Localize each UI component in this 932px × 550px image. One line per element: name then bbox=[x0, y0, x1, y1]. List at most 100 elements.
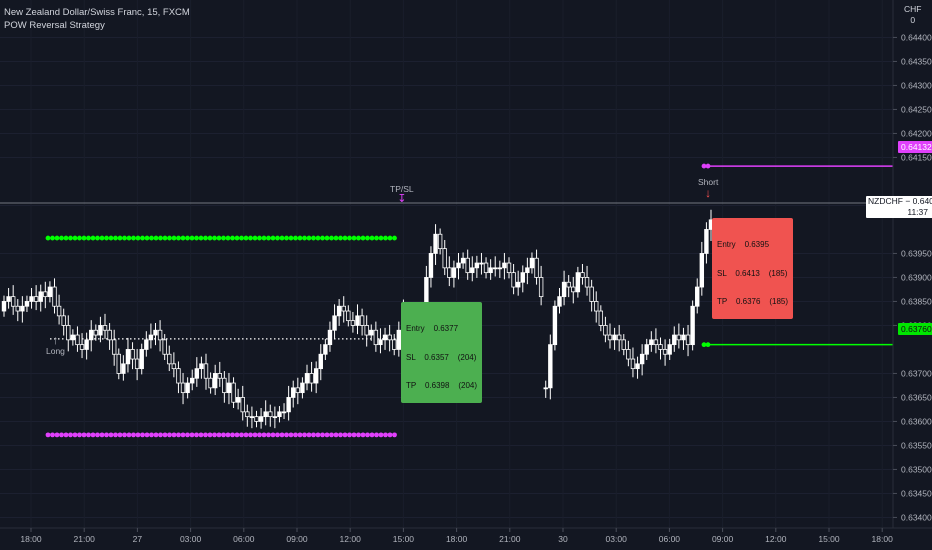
long-signal-label: ↑ Long bbox=[46, 334, 65, 356]
bar-countdown: 11:37 bbox=[907, 207, 928, 217]
candle-body bbox=[332, 315, 337, 331]
long-tp-dot bbox=[86, 235, 91, 241]
long-sl-dot bbox=[275, 432, 280, 438]
long-sl-dot bbox=[113, 432, 118, 438]
long-sl-dot bbox=[77, 432, 82, 438]
candle-body bbox=[607, 334, 613, 341]
long-tp-dot bbox=[198, 235, 204, 241]
candle-body bbox=[589, 286, 594, 302]
candle-body bbox=[125, 349, 131, 365]
long-sl-dot bbox=[158, 432, 163, 438]
candle-body bbox=[437, 233, 443, 250]
long-tp-dot bbox=[153, 235, 159, 241]
long-sl-dot bbox=[216, 432, 222, 438]
long-tp-dot bbox=[63, 235, 69, 241]
time-tick-label: 18:00 bbox=[20, 534, 42, 544]
long-sl-dot bbox=[356, 432, 361, 438]
candle-body bbox=[336, 305, 342, 317]
long-sl-dot bbox=[329, 432, 334, 438]
candle-body bbox=[56, 305, 62, 317]
short-entry-text: Entry 0.6395 bbox=[717, 240, 770, 249]
indicator-name[interactable]: POW Reversal Strategy bbox=[4, 20, 105, 31]
long-tp-dot bbox=[144, 235, 150, 241]
long-tp-dot bbox=[378, 235, 384, 241]
long-tp-dot bbox=[122, 235, 127, 241]
short-tp-text: TP 0.6376 (185) bbox=[717, 297, 789, 306]
long-sl-dot bbox=[104, 432, 109, 438]
symbol-title[interactable]: New Zealand Dollar/Swiss Franc, 15, FXCM bbox=[4, 7, 190, 18]
candle-body bbox=[89, 329, 94, 341]
long-sl-dot bbox=[153, 432, 159, 438]
long-tp-dot bbox=[149, 235, 154, 241]
current-symbol: NZDCHF bbox=[868, 196, 903, 206]
candle-body bbox=[699, 253, 705, 288]
long-sl-dot bbox=[135, 432, 141, 438]
long-sl-dot bbox=[68, 432, 73, 438]
long-tp-dot bbox=[297, 235, 303, 241]
long-tp-dot bbox=[338, 235, 343, 241]
long-tp-dot bbox=[59, 235, 64, 241]
long-entry-text: Entry 0.6377 bbox=[406, 324, 459, 333]
long-tp-dot bbox=[369, 235, 375, 241]
short-signal-label: Short ↓ bbox=[698, 177, 718, 199]
long-tp-dot bbox=[203, 235, 208, 241]
down-arrow-icon: ↓ bbox=[705, 186, 712, 200]
long-tp-dot bbox=[221, 235, 226, 241]
candle-body bbox=[29, 296, 34, 302]
candle-body bbox=[157, 329, 163, 341]
long-sl-dot bbox=[198, 432, 204, 438]
time-tick-label: 15:00 bbox=[818, 534, 840, 544]
long-label: Long bbox=[46, 346, 65, 356]
candle-body bbox=[70, 334, 76, 341]
candle-body bbox=[281, 411, 287, 414]
price-tick-label: 0.64250 bbox=[901, 104, 932, 114]
candle-body bbox=[139, 349, 144, 370]
time-tick-label: 21:00 bbox=[74, 534, 96, 544]
long-tp-dot bbox=[72, 235, 78, 241]
candle-body bbox=[704, 229, 709, 254]
candle-body bbox=[644, 344, 649, 355]
long-tp-dot bbox=[248, 235, 253, 241]
candle-body bbox=[685, 334, 691, 346]
candle-body bbox=[493, 267, 498, 270]
price-tick-label: 0.64400 bbox=[901, 32, 932, 42]
price-tick-label: 0.63550 bbox=[901, 440, 932, 450]
candle-body bbox=[428, 253, 434, 278]
candle-body bbox=[167, 353, 172, 365]
candle-body bbox=[245, 411, 250, 418]
long-sl-dot bbox=[374, 432, 379, 438]
long-tp-dot bbox=[392, 235, 397, 241]
long-tp-dot bbox=[365, 235, 370, 241]
exit-arrow-icon: ↧ bbox=[397, 193, 407, 205]
time-tick-label: 09:00 bbox=[286, 534, 308, 544]
long-tp-dot bbox=[108, 235, 114, 241]
candle-body bbox=[575, 272, 581, 293]
long-sl-dot bbox=[144, 432, 150, 438]
tpsl-signal-label: TP/SL ↧ bbox=[390, 184, 414, 205]
long-sl-dot bbox=[338, 432, 343, 438]
long-sl-dot bbox=[284, 432, 289, 438]
candle-body bbox=[525, 267, 530, 274]
candle-body bbox=[79, 344, 85, 350]
price-axis[interactable] bbox=[893, 0, 932, 528]
short-tp-price-tag: 0.63760 bbox=[898, 323, 932, 335]
time-axis[interactable] bbox=[0, 528, 932, 550]
long-sl-dot bbox=[90, 432, 96, 438]
long-tp-dot bbox=[239, 235, 244, 241]
long-tp-dot bbox=[189, 235, 195, 241]
long-tp-dot bbox=[113, 235, 118, 241]
candle-body bbox=[258, 416, 264, 422]
candle-body bbox=[212, 373, 218, 389]
tpsl-label: TP/SL bbox=[390, 184, 414, 194]
candle-body bbox=[1, 301, 7, 312]
long-tp-dot bbox=[243, 235, 249, 241]
long-tp-dot bbox=[306, 235, 312, 241]
long-tp-dot bbox=[158, 235, 163, 241]
long-sl-dot bbox=[126, 432, 132, 438]
long-tp-dot bbox=[162, 235, 168, 241]
candle-body bbox=[552, 305, 558, 346]
long-sl-dot bbox=[270, 432, 276, 438]
long-sl-dot bbox=[167, 432, 172, 438]
long-sl-dot bbox=[239, 432, 244, 438]
candle-body bbox=[75, 334, 80, 346]
